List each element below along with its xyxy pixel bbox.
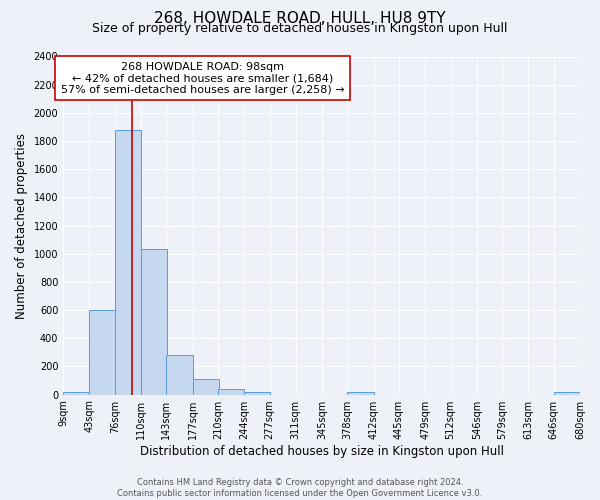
Bar: [218, 389, 244, 394]
Text: Contains HM Land Registry data © Crown copyright and database right 2024.
Contai: Contains HM Land Registry data © Crown c…: [118, 478, 482, 498]
Bar: [193, 379, 219, 394]
Text: 268, HOWDALE ROAD, HULL, HU8 9TY: 268, HOWDALE ROAD, HULL, HU8 9TY: [154, 11, 446, 26]
Text: 268 HOWDALE ROAD: 98sqm
← 42% of detached houses are smaller (1,684)
57% of semi: 268 HOWDALE ROAD: 98sqm ← 42% of detache…: [61, 62, 344, 95]
Y-axis label: Number of detached properties: Number of detached properties: [15, 132, 28, 318]
Bar: [244, 392, 271, 394]
Bar: [554, 392, 580, 394]
Bar: [347, 392, 374, 394]
Bar: [166, 355, 193, 395]
X-axis label: Distribution of detached houses by size in Kingston upon Hull: Distribution of detached houses by size …: [140, 444, 503, 458]
Bar: [115, 130, 141, 394]
Bar: [89, 310, 116, 394]
Text: Size of property relative to detached houses in Kingston upon Hull: Size of property relative to detached ho…: [92, 22, 508, 35]
Bar: [63, 392, 89, 394]
Bar: [141, 250, 167, 394]
